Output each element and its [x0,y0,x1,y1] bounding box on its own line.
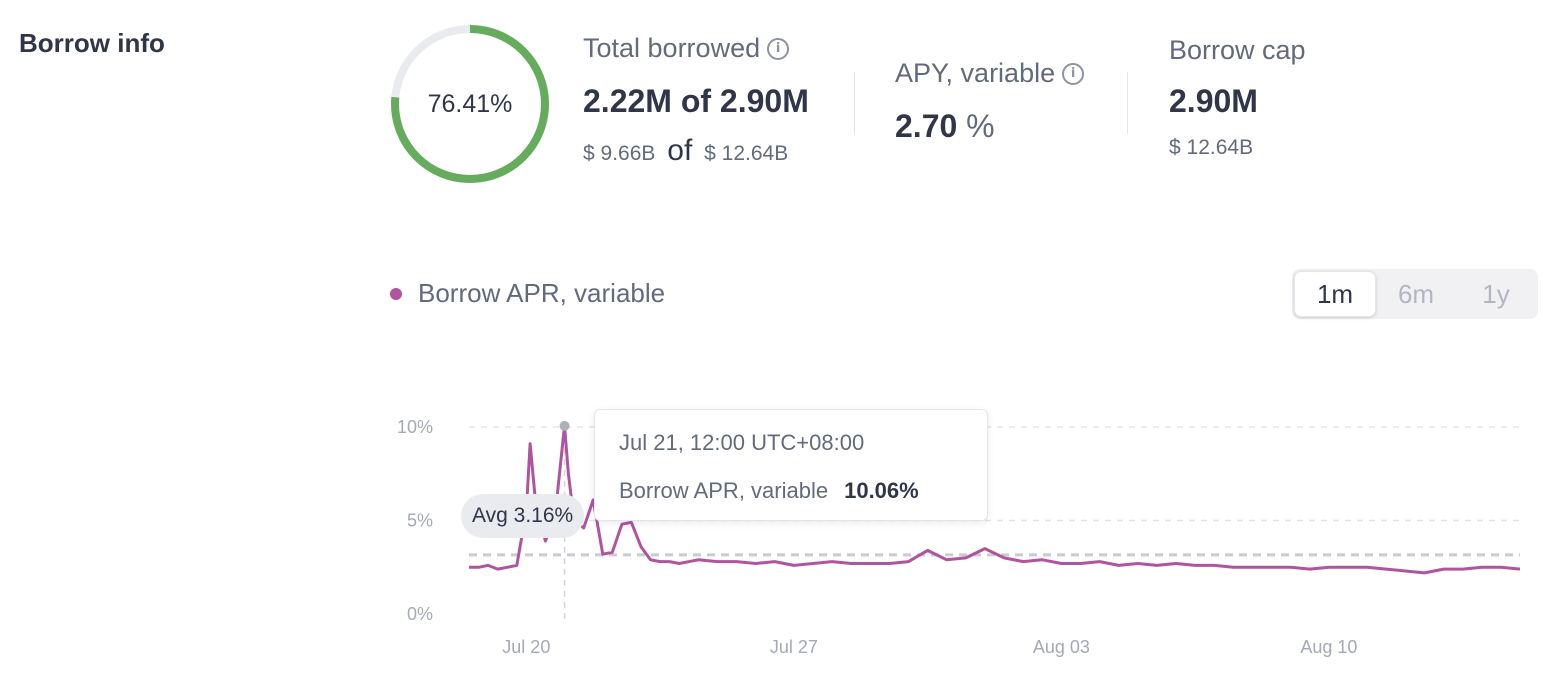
x-tick-label: Jul 20 [502,637,550,657]
y-tick-labels: 10% 5% 0% [397,417,433,624]
usd-symbol: $ [583,142,595,165]
stat-divider [1127,72,1128,134]
y-tick-label: 0% [407,604,433,624]
of-word-usd: of [667,134,693,167]
y-tick-label: 10% [397,417,433,437]
x-tick-label: Aug 03 [1033,637,1090,657]
total-borrowed-usd-cap: 12.64B [721,142,789,165]
x-tick-label: Jul 27 [770,637,818,657]
total-borrowed-amount-row: 2.22M of 2.90M [583,83,809,120]
usd-symbol: $ [1169,136,1181,159]
range-button-1m[interactable]: 1m [1294,271,1376,317]
section-title: Borrow info [19,28,165,58]
utilization-donut: 76.41% [388,22,552,186]
chart-tooltip: Jul 21, 12:00 UTC+08:00 Borrow APR, vari… [594,409,988,521]
info-icon[interactable]: i [1062,62,1085,85]
borrow-cap-value: 2.90M [1169,83,1258,119]
total-borrowed-label-row: Total borrowed i [583,33,790,64]
total-borrowed-label: Total borrowed [583,33,761,63]
tooltip-value: 10.06% [844,478,919,503]
x-tick-labels: Jul 20 Jul 27 Aug 03 Aug 10 [502,637,1357,657]
range-button-1y[interactable]: 1y [1482,278,1510,309]
apy-value-row: 2.70 % [895,108,995,145]
info-icon[interactable]: i [767,37,790,60]
series-line-borrow-apr [469,424,1521,575]
borrow-cap-usd: 12.64B [1186,136,1254,159]
time-range-toggle: 1m 6m 1y [1292,269,1538,319]
donut-progress-arc [391,25,549,183]
borrow-cap-usd-row: $ 12.64B [1169,136,1253,160]
borrow-cap-label: Borrow cap [1169,35,1306,65]
x-tick-label: Aug 10 [1300,637,1357,657]
borrow-apr-chart[interactable]: 10% 5% 0% Jul 20 Jul 27 Aug 03 Aug 10 [380,395,1540,680]
usd-symbol: $ [704,142,716,165]
y-tick-label: 5% [407,511,433,531]
legend-label: Borrow APR, variable [418,278,666,308]
tooltip-date: Jul 21, 12:00 UTC+08:00 [619,430,865,455]
total-borrowed-cap: 2.90M [719,83,809,119]
apy-value: 2.70 [895,108,958,144]
total-borrowed-usd: 9.66B [600,142,656,165]
donut-ring [391,25,549,183]
legend-dot-icon [390,287,402,300]
range-button-6m[interactable]: 6m [1397,278,1435,309]
total-borrowed-usd-row: $ 9.66B of $ 12.64B [583,134,788,168]
total-borrowed-amount: 2.22M [583,83,672,119]
chart-legend: Borrow APR, variable [390,278,665,309]
borrow-cap-label-row: Borrow cap [1169,35,1306,66]
of-word: of [680,83,712,119]
apy-label: APY, variable [895,58,1056,88]
tooltip-series-label: Borrow APR, variable [619,478,829,503]
average-badge: Avg 3.16% [461,494,585,538]
tooltip-row: Borrow APR, variable 10.06% [619,478,919,504]
apy-label-row: APY, variable i [895,58,1085,89]
apy-unit: % [966,108,995,144]
utilization-percent: 76.41% [427,89,513,118]
highlight-point [559,420,570,431]
stat-divider [854,72,855,134]
